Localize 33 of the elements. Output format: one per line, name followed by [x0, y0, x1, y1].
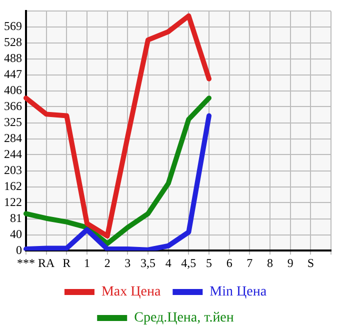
- x-tick-label: 4: [165, 256, 172, 270]
- y-tick-label: 162: [4, 179, 22, 194]
- x-tick-label: 2: [104, 256, 110, 270]
- x-tick-label: ***: [17, 256, 35, 270]
- x-tick-label: 9: [287, 256, 294, 270]
- y-tick-label: 122: [4, 194, 22, 209]
- y-tick-label: 325: [4, 115, 22, 129]
- y-tick-label: 447: [4, 67, 22, 82]
- x-tick-label: S: [307, 256, 314, 270]
- x-tick-label: 8: [267, 256, 273, 270]
- x-tick-label: 3,5: [140, 256, 156, 270]
- y-tick-label: 203: [4, 162, 22, 177]
- y-tick-label: 244: [4, 146, 22, 161]
- y-tick-label: 406: [4, 83, 22, 98]
- y-tick-label: 488: [4, 50, 22, 65]
- x-tick-label: 4,5: [181, 256, 196, 270]
- x-tick-label: 5: [206, 256, 212, 270]
- x-tick-label: R: [62, 256, 71, 270]
- y-tick-label: 40: [10, 227, 22, 242]
- legend-label: Min Цена: [210, 284, 268, 300]
- legend-label: Max Цена: [101, 284, 162, 300]
- x-tick-label: RA: [38, 256, 55, 270]
- y-tick-label: 0: [16, 242, 22, 257]
- x-tick-label: 3: [124, 256, 131, 270]
- y-tick-label: 81: [10, 210, 22, 225]
- y-tick-label: 528: [4, 35, 22, 50]
- y-tick-label: 366: [4, 98, 22, 113]
- legend-label: Сред.Цена, т.йен: [134, 310, 234, 326]
- y-tick-label: 284: [4, 131, 22, 146]
- y-tick-label: 569: [4, 19, 22, 34]
- x-tick-label: 7: [246, 256, 253, 270]
- x-tick-label: 1: [84, 256, 90, 270]
- x-tick-label: 6: [226, 256, 232, 270]
